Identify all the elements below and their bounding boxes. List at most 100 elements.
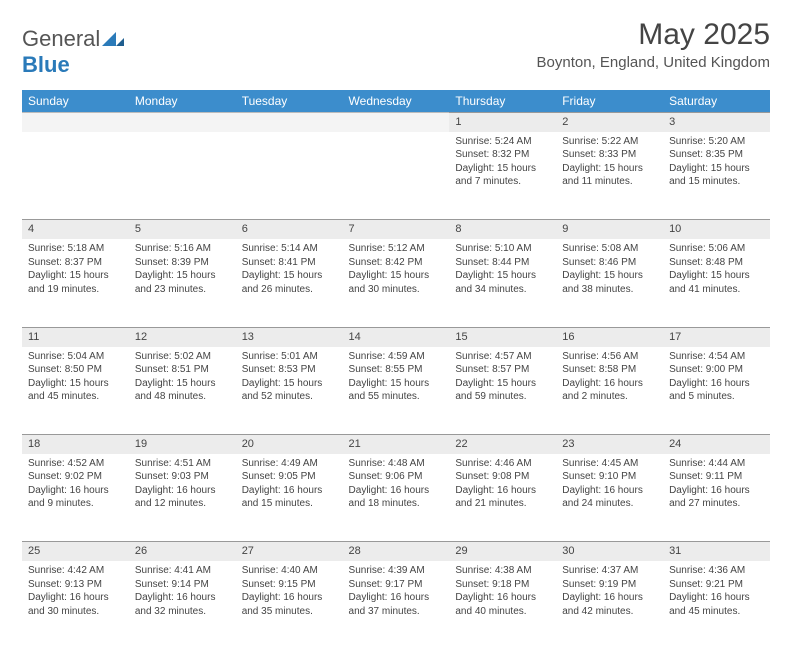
daylight-line: Daylight: 16 hours and 35 minutes. (242, 591, 337, 618)
day-number-cell: 13 (236, 327, 343, 346)
sunset-line: Sunset: 8:46 PM (562, 256, 657, 270)
day-number-cell: 14 (343, 327, 450, 346)
sunset-line: Sunset: 9:06 PM (349, 470, 444, 484)
daylight-line: Daylight: 15 hours and 19 minutes. (28, 269, 123, 296)
sunrise-line: Sunrise: 4:45 AM (562, 457, 657, 471)
day-number-row: 45678910 (22, 220, 770, 239)
sunset-line: Sunset: 8:51 PM (135, 363, 230, 377)
day-content-cell: Sunrise: 4:49 AMSunset: 9:05 PMDaylight:… (236, 454, 343, 542)
day-header: Saturday (663, 90, 770, 113)
day-number-cell (22, 113, 129, 132)
day-content-cell: Sunrise: 4:42 AMSunset: 9:13 PMDaylight:… (22, 561, 129, 649)
day-number-cell: 11 (22, 327, 129, 346)
day-content-cell (236, 132, 343, 220)
sunrise-line: Sunrise: 5:02 AM (135, 350, 230, 364)
daylight-line: Daylight: 15 hours and 23 minutes. (135, 269, 230, 296)
day-header: Sunday (22, 90, 129, 113)
day-number-cell: 30 (556, 542, 663, 561)
daylight-line: Daylight: 15 hours and 59 minutes. (455, 377, 550, 404)
logo-text: General Blue (22, 26, 124, 78)
sunrise-line: Sunrise: 4:44 AM (669, 457, 764, 471)
sunrise-line: Sunrise: 5:18 AM (28, 242, 123, 256)
sunset-line: Sunset: 8:33 PM (562, 148, 657, 162)
daylight-line: Daylight: 16 hours and 27 minutes. (669, 484, 764, 511)
sunset-line: Sunset: 8:58 PM (562, 363, 657, 377)
day-number-cell (343, 113, 450, 132)
sunset-line: Sunset: 9:21 PM (669, 578, 764, 592)
day-content-cell: Sunrise: 5:20 AMSunset: 8:35 PMDaylight:… (663, 132, 770, 220)
sunrise-line: Sunrise: 4:42 AM (28, 564, 123, 578)
sunset-line: Sunset: 9:03 PM (135, 470, 230, 484)
sunrise-line: Sunrise: 5:16 AM (135, 242, 230, 256)
sunrise-line: Sunrise: 4:52 AM (28, 457, 123, 471)
sunrise-line: Sunrise: 4:57 AM (455, 350, 550, 364)
logo: General Blue (22, 18, 124, 78)
day-content-cell: Sunrise: 4:57 AMSunset: 8:57 PMDaylight:… (449, 347, 556, 435)
day-number-cell (236, 113, 343, 132)
sunrise-line: Sunrise: 4:36 AM (669, 564, 764, 578)
daylight-line: Daylight: 16 hours and 45 minutes. (669, 591, 764, 618)
day-content-cell: Sunrise: 5:18 AMSunset: 8:37 PMDaylight:… (22, 239, 129, 327)
sunrise-line: Sunrise: 4:38 AM (455, 564, 550, 578)
day-content-row: Sunrise: 5:18 AMSunset: 8:37 PMDaylight:… (22, 239, 770, 327)
day-number-cell: 25 (22, 542, 129, 561)
day-content-cell: Sunrise: 4:51 AMSunset: 9:03 PMDaylight:… (129, 454, 236, 542)
daylight-line: Daylight: 16 hours and 9 minutes. (28, 484, 123, 511)
day-number-cell: 10 (663, 220, 770, 239)
day-content-cell: Sunrise: 5:14 AMSunset: 8:41 PMDaylight:… (236, 239, 343, 327)
day-number-row: 11121314151617 (22, 327, 770, 346)
sunset-line: Sunset: 9:08 PM (455, 470, 550, 484)
day-content-row: Sunrise: 4:42 AMSunset: 9:13 PMDaylight:… (22, 561, 770, 649)
sunrise-line: Sunrise: 4:56 AM (562, 350, 657, 364)
sunset-line: Sunset: 8:48 PM (669, 256, 764, 270)
day-content-cell: Sunrise: 5:24 AMSunset: 8:32 PMDaylight:… (449, 132, 556, 220)
daylight-line: Daylight: 16 hours and 2 minutes. (562, 377, 657, 404)
sunset-line: Sunset: 8:42 PM (349, 256, 444, 270)
day-number-cell (129, 113, 236, 132)
day-content-cell: Sunrise: 4:37 AMSunset: 9:19 PMDaylight:… (556, 561, 663, 649)
day-content-row: Sunrise: 5:04 AMSunset: 8:50 PMDaylight:… (22, 347, 770, 435)
day-number-cell: 24 (663, 435, 770, 454)
sunset-line: Sunset: 9:15 PM (242, 578, 337, 592)
sunrise-line: Sunrise: 5:06 AM (669, 242, 764, 256)
daylight-line: Daylight: 15 hours and 34 minutes. (455, 269, 550, 296)
day-number-cell: 26 (129, 542, 236, 561)
day-number-cell: 4 (22, 220, 129, 239)
day-content-cell: Sunrise: 4:36 AMSunset: 9:21 PMDaylight:… (663, 561, 770, 649)
sunset-line: Sunset: 8:55 PM (349, 363, 444, 377)
daylight-line: Daylight: 16 hours and 37 minutes. (349, 591, 444, 618)
daylight-line: Daylight: 16 hours and 15 minutes. (242, 484, 337, 511)
daylight-line: Daylight: 15 hours and 38 minutes. (562, 269, 657, 296)
daylight-line: Daylight: 15 hours and 7 minutes. (455, 162, 550, 189)
sunrise-line: Sunrise: 5:10 AM (455, 242, 550, 256)
sunset-line: Sunset: 8:32 PM (455, 148, 550, 162)
day-content-cell (22, 132, 129, 220)
sunrise-line: Sunrise: 4:51 AM (135, 457, 230, 471)
daylight-line: Daylight: 15 hours and 41 minutes. (669, 269, 764, 296)
daylight-line: Daylight: 15 hours and 15 minutes. (669, 162, 764, 189)
day-content-cell: Sunrise: 4:46 AMSunset: 9:08 PMDaylight:… (449, 454, 556, 542)
title-block: May 2025 Boynton, England, United Kingdo… (537, 18, 771, 71)
daylight-line: Daylight: 16 hours and 5 minutes. (669, 377, 764, 404)
day-header: Monday (129, 90, 236, 113)
day-content-cell: Sunrise: 4:52 AMSunset: 9:02 PMDaylight:… (22, 454, 129, 542)
day-header: Friday (556, 90, 663, 113)
sunset-line: Sunset: 8:50 PM (28, 363, 123, 377)
daylight-line: Daylight: 15 hours and 11 minutes. (562, 162, 657, 189)
day-content-cell (343, 132, 450, 220)
day-content-cell: Sunrise: 5:22 AMSunset: 8:33 PMDaylight:… (556, 132, 663, 220)
sunset-line: Sunset: 9:10 PM (562, 470, 657, 484)
daylight-line: Daylight: 16 hours and 24 minutes. (562, 484, 657, 511)
sunset-line: Sunset: 8:57 PM (455, 363, 550, 377)
day-content-cell: Sunrise: 5:04 AMSunset: 8:50 PMDaylight:… (22, 347, 129, 435)
day-content-cell: Sunrise: 4:44 AMSunset: 9:11 PMDaylight:… (663, 454, 770, 542)
day-number-cell: 7 (343, 220, 450, 239)
calendar-table: SundayMondayTuesdayWednesdayThursdayFrid… (22, 90, 770, 649)
sunset-line: Sunset: 9:14 PM (135, 578, 230, 592)
day-header: Thursday (449, 90, 556, 113)
day-number-cell: 31 (663, 542, 770, 561)
day-number-cell: 3 (663, 113, 770, 132)
daylight-line: Daylight: 16 hours and 12 minutes. (135, 484, 230, 511)
logo-word-1: General (22, 26, 100, 51)
day-number-row: 25262728293031 (22, 542, 770, 561)
